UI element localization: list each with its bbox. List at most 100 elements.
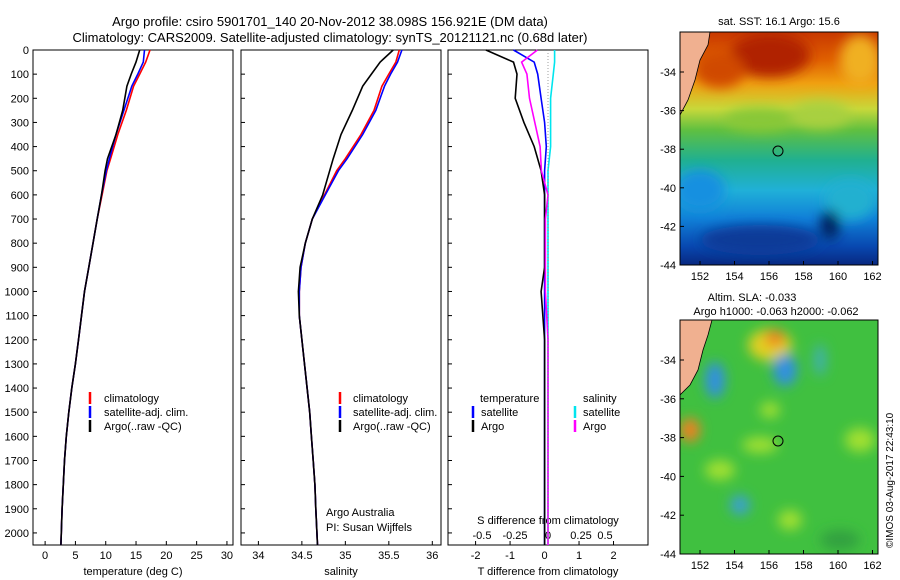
series-line-argo-raw-qc- [297, 49, 394, 546]
x-tick-label: -2 [471, 550, 481, 562]
salinity-legend: climatology satellite-adj. clim. Argo(..… [338, 392, 437, 433]
depth-tick-label: 700 [11, 214, 29, 226]
legend-diff-sat-label: satellite [481, 407, 518, 419]
depth-tick-label: 2000 [5, 528, 29, 540]
legend-diff-argo-label: Argo [481, 421, 504, 433]
map-y-tick-label: -34 [660, 67, 676, 79]
depth-tick-label: 200 [11, 93, 29, 105]
map-y-tick-label: -40 [660, 183, 676, 195]
map-y-tick-label: -38 [660, 144, 676, 156]
depth-tick-label: 1100 [5, 311, 29, 323]
legend-diff-salsat-label: satellite [583, 407, 620, 419]
depth-tick-label: 1200 [5, 335, 29, 347]
top-tick-1: -0.25 [502, 530, 527, 542]
x-tick-label: 36 [426, 550, 438, 562]
temperature-legend: climatology satellite-adj. clim. Argo(..… [88, 392, 188, 433]
x-tick-label: 30 [221, 550, 233, 562]
map-x-tick-label: 158 [794, 560, 812, 572]
depth-tick-label: 400 [11, 142, 29, 154]
top-tick-3: 0.25 [570, 530, 591, 542]
difference-series [485, 49, 556, 545]
depth-axis: 0 100 200 300 400 500 600 700 800 900 1000 1100 1200… [5, 45, 452, 540]
map-y-tick-label: -42 [660, 221, 676, 233]
map-x-tick-label: 152 [691, 560, 709, 572]
sst-map [680, 32, 878, 265]
x-tick-label: 35.5 [378, 550, 399, 562]
map-x-tick-label: 156 [760, 271, 778, 283]
x-tick-label: 35 [339, 550, 351, 562]
map-x-tick-label: 156 [760, 560, 778, 572]
top-tick-0: -0.5 [473, 530, 492, 542]
sla-texture [680, 329, 875, 550]
depth-tick-label: 1000 [5, 286, 29, 298]
sla-map-title-line2: Argo h1000: -0.063 h2000: -0.062 [693, 306, 858, 318]
sla-map-title-line1: Altim. SLA: -0.033 [708, 292, 797, 304]
legend-satellite-label: satellite-adj. clim. [104, 407, 188, 419]
map-x-tick-label: 162 [863, 271, 881, 283]
difference-legend: temperature salinity satellite Argo sate… [471, 393, 620, 433]
sst-y-axis: -34 -36 -38 -40 -42 -44 [660, 67, 684, 272]
sst-coastline [680, 32, 711, 116]
sst-texture [680, 33, 878, 255]
depth-tick-label: 300 [11, 117, 29, 129]
legend-sal-argo-label: Argo(..raw -QC) [353, 421, 431, 433]
credit-line2: PI: Susan Wijffels [326, 522, 412, 534]
map-x-tick-label: 154 [725, 271, 743, 283]
x-tick-label: 1 [576, 550, 582, 562]
series-line-satellite-adj-clim- [60, 49, 146, 546]
panel-salinity-frame [240, 49, 442, 546]
sla-map-frame [679, 319, 879, 555]
map-x-tick-label: 162 [863, 560, 881, 572]
sla-land [680, 320, 712, 395]
series-line-argo-raw-qc- [60, 49, 141, 546]
map-x-tick-label: 160 [829, 560, 847, 572]
map-y-tick-label: -36 [660, 106, 676, 118]
x-tick-label: 34 [252, 550, 264, 562]
top-tick-4: 0.5 [597, 530, 612, 542]
depth-tick-label: 800 [11, 238, 29, 250]
salinity-x-axis: 34 34.5 35 35.5 36 [252, 541, 438, 562]
depth-tick-label: 1300 [5, 359, 29, 371]
depth-tick-label: 1400 [5, 383, 29, 395]
side-stamp: ©IMOS 03-Aug-2017 22:43:10 [885, 412, 896, 548]
map-y-tick-label: -42 [660, 510, 676, 522]
panel-temperature-frame [32, 49, 234, 546]
depth-tick-label: 1500 [5, 407, 29, 419]
legend-argo-label: Argo(..raw -QC) [104, 421, 182, 433]
sla-map [680, 320, 878, 554]
depth-tick-label: 600 [11, 190, 29, 202]
sst-map-title: sat. SST: 16.1 Argo: 15.6 [718, 16, 840, 28]
sla-coastline [680, 320, 713, 396]
depth-tick-label: 1700 [5, 455, 29, 467]
map-y-tick-label: -34 [660, 355, 676, 367]
x-tick-label: 10 [100, 550, 112, 562]
x-tick-label: -1 [505, 550, 515, 562]
depth-tick-label: 1600 [5, 431, 29, 443]
difference-xlabel: T difference from climatology [478, 566, 619, 578]
legend-climatology-label: climatology [104, 393, 160, 405]
depth-tick-label: 500 [11, 166, 29, 178]
sst-land [680, 32, 710, 115]
map-x-tick-label: 154 [725, 560, 743, 572]
difference-top-ticks: -0.5 -0.25 0 0.25 0.5 [473, 530, 613, 542]
map-x-tick-label: 160 [829, 271, 847, 283]
salinity-xlabel: salinity [324, 566, 358, 578]
legend-sal-title: salinity [583, 393, 617, 405]
x-tick-label: 0 [541, 550, 547, 562]
sla-y-axis: -34 -36 -38 -40 -42 -44 [660, 355, 684, 561]
x-tick-label: 15 [130, 550, 142, 562]
map-x-tick-label: 152 [691, 271, 709, 283]
x-tick-label: 20 [160, 550, 172, 562]
map-x-tick-label: 158 [794, 271, 812, 283]
x-tick-label: 25 [191, 550, 203, 562]
salinity-series [297, 49, 403, 546]
difference-x-axis: -2 -1 0 1 2 [471, 541, 617, 562]
depth-tick-label: 1800 [5, 480, 29, 492]
legend-sal-climatology-label: climatology [353, 393, 409, 405]
sla-x-axis: 152 154 156 158 160 162 [691, 550, 882, 572]
legend-sal-satellite-label: satellite-adj. clim. [353, 407, 437, 419]
x-tick-label: 0 [42, 550, 48, 562]
map-y-tick-label: -44 [660, 260, 676, 272]
depth-tick-label: 1900 [5, 504, 29, 516]
map-y-tick-label: -44 [660, 549, 676, 561]
